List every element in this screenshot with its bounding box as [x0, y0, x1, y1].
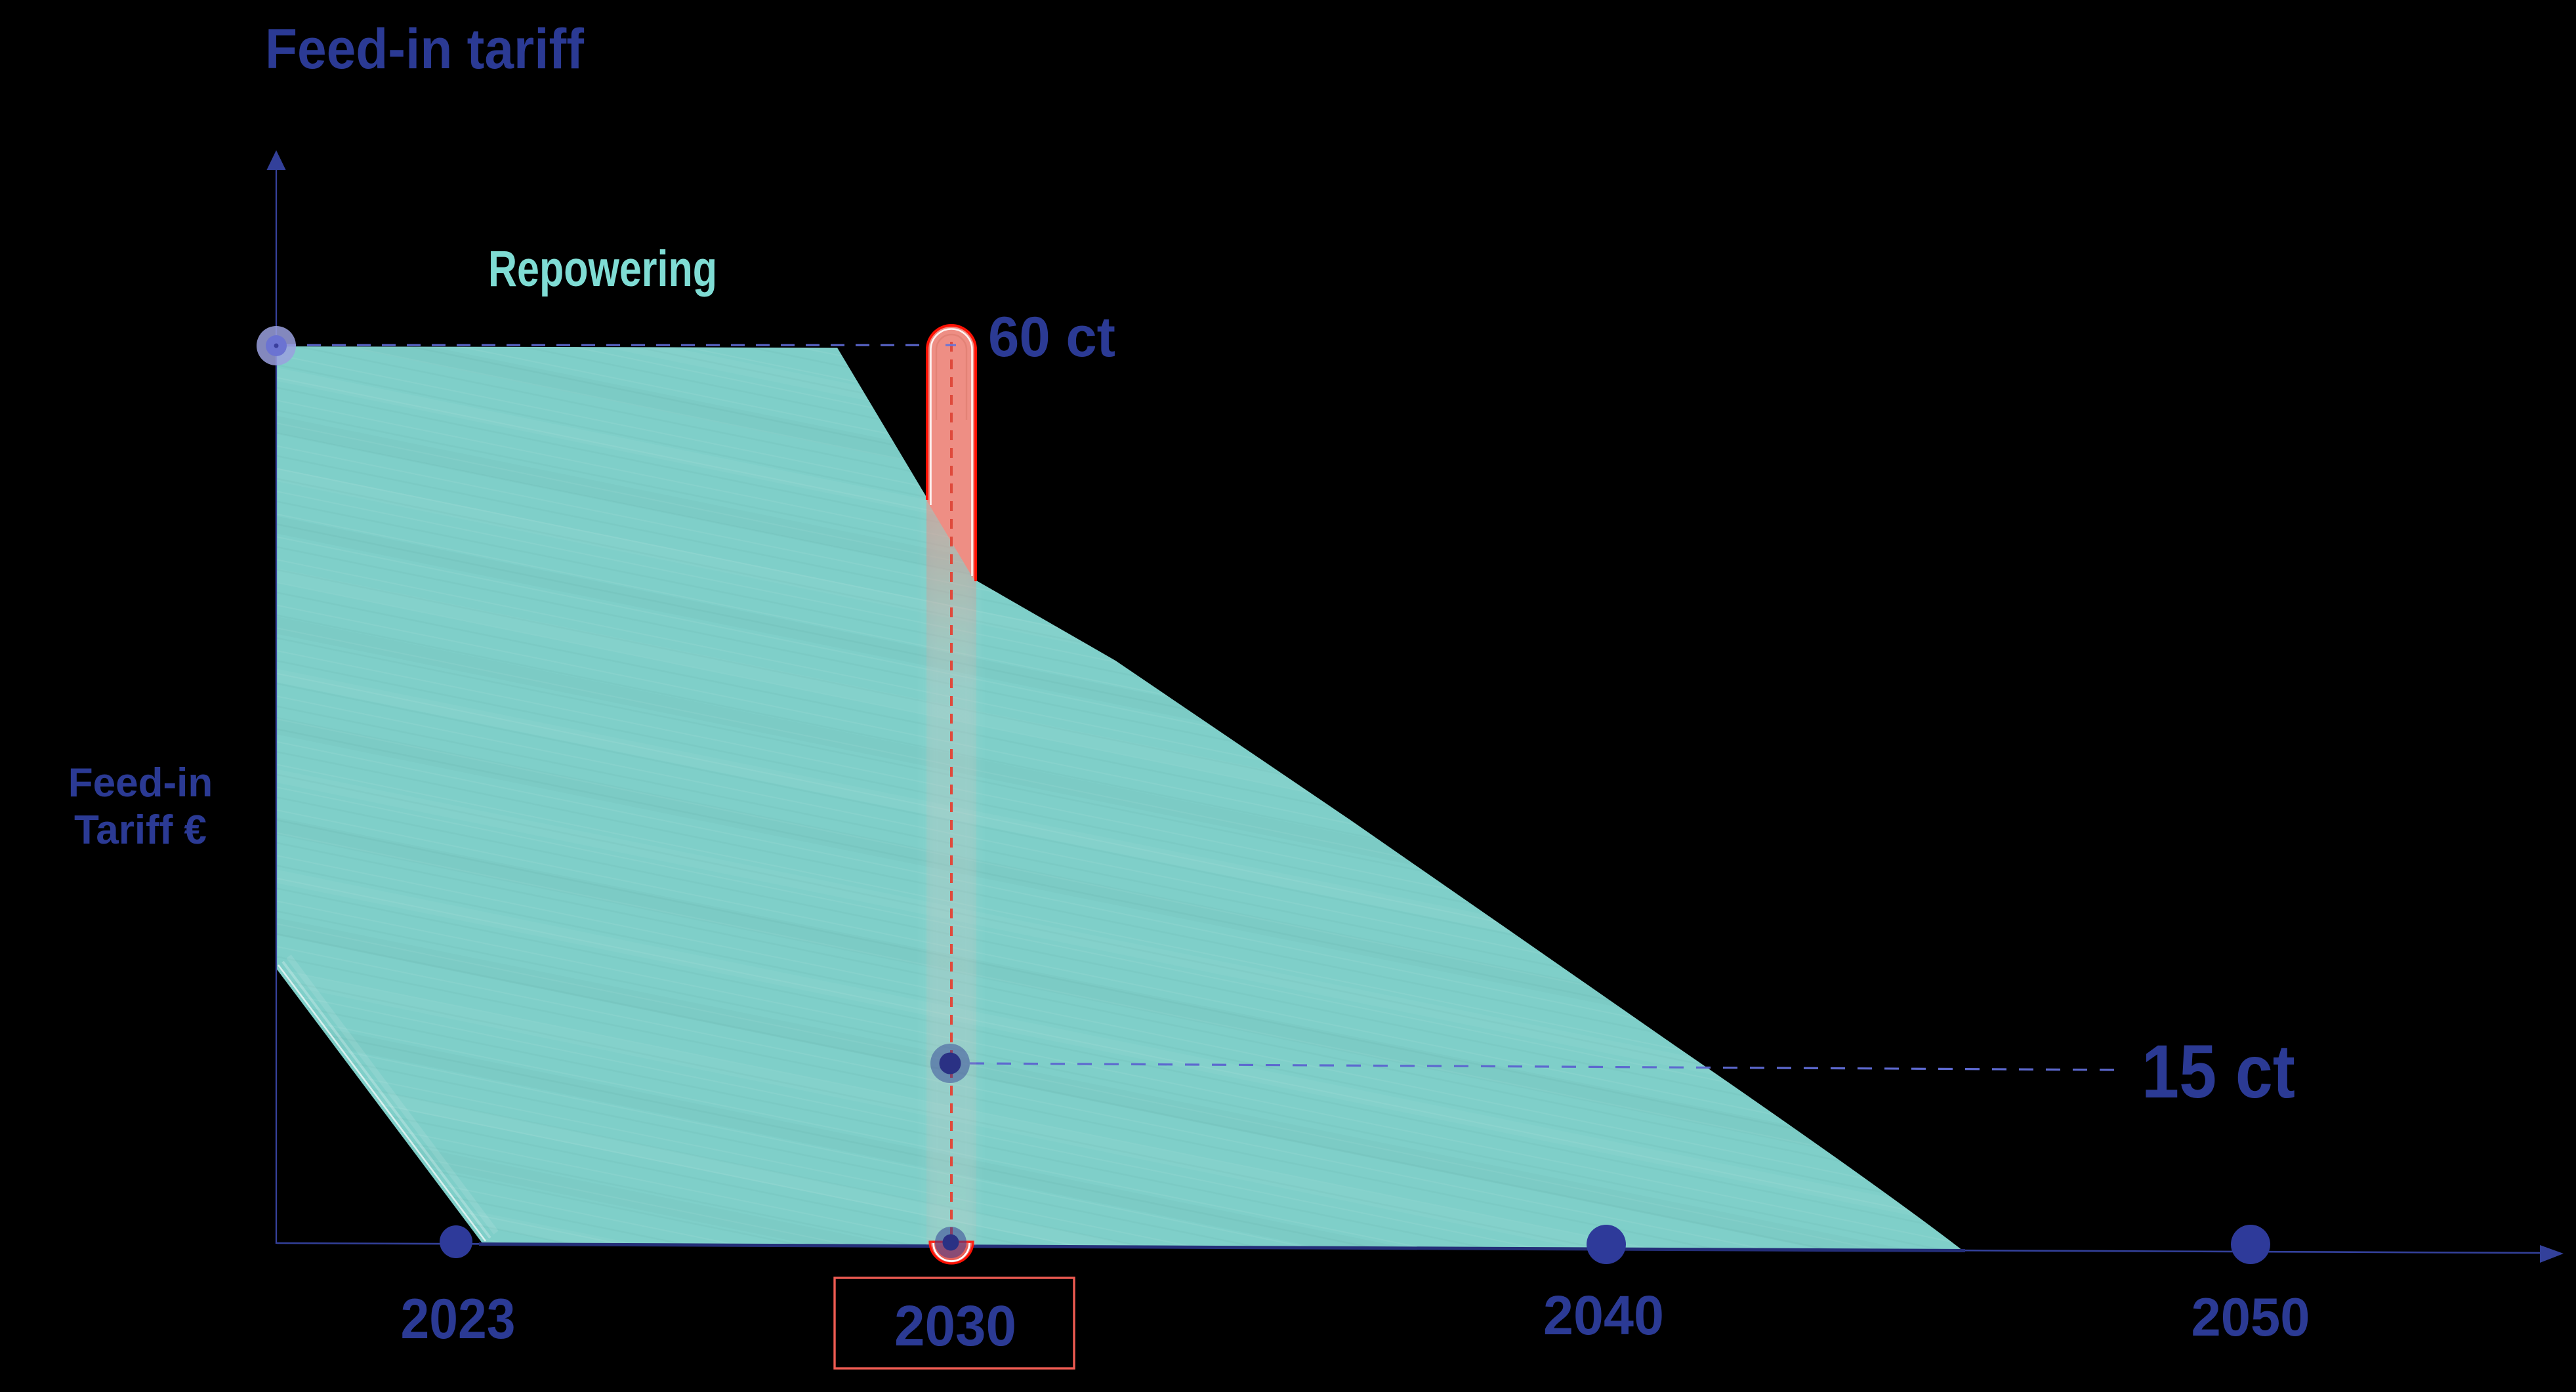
svg-text:2050: 2050: [2192, 1286, 2310, 1347]
svg-text:Feed-in tariff: Feed-in tariff: [265, 18, 584, 81]
svg-text:60 ct: 60 ct: [988, 306, 1115, 369]
svg-text:2030: 2030: [894, 1294, 1016, 1358]
svg-text:Feed-in: Feed-in: [68, 760, 213, 806]
svg-text:2023: 2023: [401, 1288, 516, 1351]
svg-text:2040: 2040: [1543, 1284, 1664, 1346]
svg-text:15 ct: 15 ct: [2142, 1030, 2295, 1114]
svg-text:Tariff €: Tariff €: [74, 808, 207, 853]
svg-text:Repowering: Repowering: [488, 241, 717, 297]
